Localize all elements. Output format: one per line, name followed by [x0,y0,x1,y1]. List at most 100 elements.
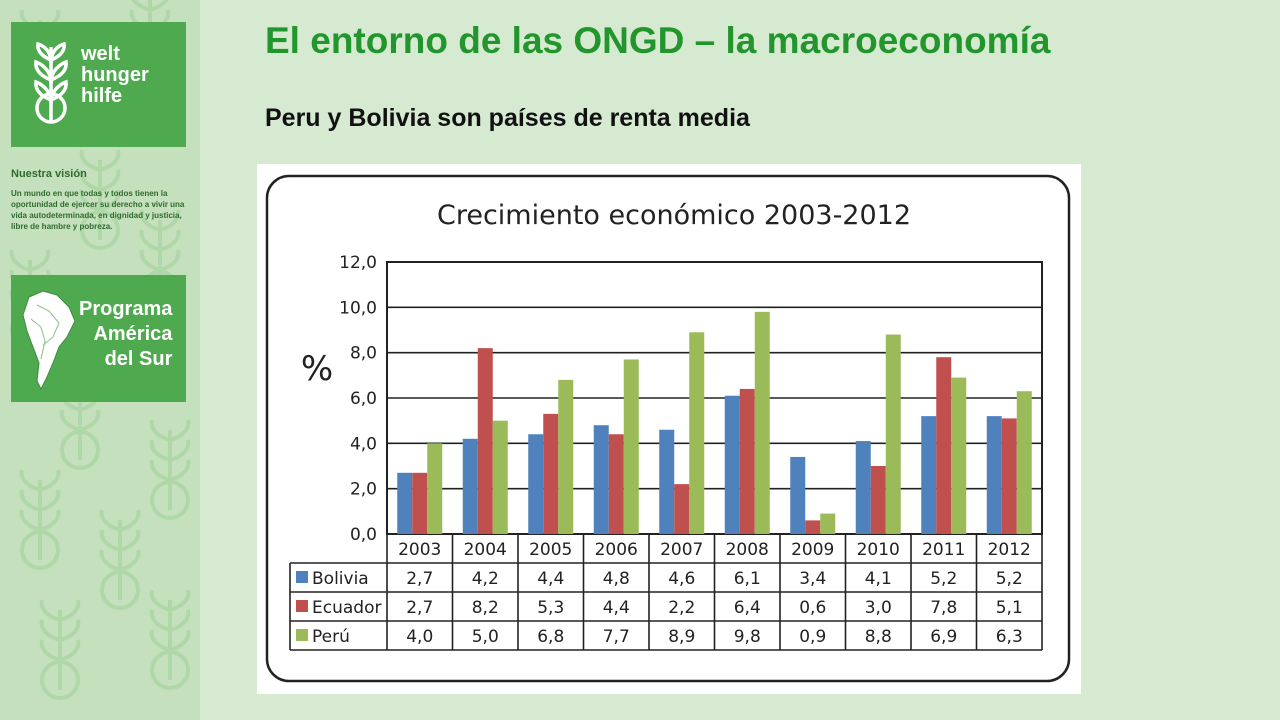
page-subtitle: Peru y Bolivia son países de renta media [265,104,750,132]
y-tick-label-2: 4,0 [350,434,377,454]
chart-panel: Crecimiento económico 2003-2012 % 0,0 2,0… [257,164,1081,694]
wheat-motif-10 [149,589,191,690]
value-bolivia-2011: 5,2 [930,569,957,589]
wheat-motif-2 [79,149,121,250]
value-ecuador-2003: 2,7 [406,598,433,618]
wheat-motif-8 [99,509,141,610]
value-bolivia-2012: 5,2 [996,569,1023,589]
logo-line-hunger: hunger [81,64,149,86]
value-ecuador-2012: 5,1 [996,598,1023,618]
wheat-motif-6 [149,419,191,520]
value-ecuador-2004: 8,2 [472,598,499,618]
x-category-2008: 2008 [726,540,769,560]
logo-line-del-sur: del Sur [104,348,173,370]
bar-ecuador-2008 [739,388,755,534]
bar-ecuador-2007 [674,484,690,534]
wheat-motif-9 [39,599,81,700]
bar-per-2010 [885,334,901,534]
bar-ecuador-2009 [805,520,821,534]
value-bolivia-2010: 4,1 [865,569,892,589]
value-ecuador-2011: 7,8 [930,598,957,618]
y-tick-label-5: 10,0 [339,298,377,318]
welthungerhilfe-logo: welt hunger hilfe [11,22,186,147]
y-tick-label-0: 0,0 [350,525,377,545]
bar-per-2012 [1016,391,1032,534]
legend-swatch-bolivia [296,571,308,583]
bar-bolivia-2006 [593,425,609,534]
value-ecuador-2006: 4,4 [603,598,630,618]
programa-america-del-sur-logo: Programa América del Sur [11,275,186,402]
x-category-2009: 2009 [791,540,834,560]
bar-ecuador-2011 [936,357,952,534]
value-per-2004: 5,0 [472,627,499,647]
value-bolivia-2006: 4,8 [603,569,630,589]
y-tick-label-1: 2,0 [350,480,377,500]
wheat-pattern-background [9,0,191,700]
bar-bolivia-2007 [659,429,675,534]
vision-text: Un mundo en que todas y todos tienen la … [11,189,185,232]
wheat-globe-icon [34,42,68,124]
bar-per-2009 [820,513,836,534]
x-category-2005: 2005 [529,540,572,560]
bar-per-2008 [754,311,770,534]
logo-line-america: América [93,323,173,345]
value-per-2005: 6,8 [537,627,564,647]
y-axis-label: % [301,349,333,389]
bar-ecuador-2012 [1001,418,1017,534]
x-category-2012: 2012 [988,540,1031,560]
y-axis-ticks: 0,0 2,0 4,0 6,0 8,0 10,0 12,0 [339,253,377,545]
value-bolivia-2004: 4,2 [472,569,499,589]
bar-per-2007 [689,332,705,534]
x-category-2011: 2011 [922,540,965,560]
value-per-2007: 8,9 [668,627,695,647]
bar-bolivia-2003 [397,472,413,534]
vision-block: Nuestra visión Un mundo en que todas y t… [11,168,196,232]
bar-bolivia-2009 [790,456,806,534]
bar-ecuador-2003 [412,472,428,534]
bar-bolivia-2005 [528,434,544,534]
chart-title: Crecimiento económico 2003-2012 [437,200,911,231]
welthungerhilfe-wordmark: welt hunger hilfe [81,44,149,107]
value-per-2012: 6,3 [996,627,1023,647]
vision-title: Nuestra visión [11,168,87,180]
bar-ecuador-2010 [870,466,886,534]
bar-per-2005 [558,379,574,534]
value-ecuador-2010: 3,0 [865,598,892,618]
value-per-2009: 0,9 [799,627,826,647]
value-bolivia-2007: 4,6 [668,569,695,589]
x-category-2010: 2010 [857,540,900,560]
value-bolivia-2009: 3,4 [799,569,826,589]
legend-label-per: Perú [312,627,350,647]
bar-bolivia-2010 [855,441,871,534]
bar-per-2011 [951,377,967,534]
south-america-map-icon [22,290,76,391]
legend-label-bolivia: Bolivia [312,569,369,589]
sidebar: welt hunger hilfe Nuestra visión Un mund… [0,0,200,720]
y-tick-label-4: 8,0 [350,344,377,364]
value-bolivia-2008: 6,1 [734,569,761,589]
value-per-2003: 4,0 [406,627,433,647]
x-category-2007: 2007 [660,540,703,560]
y-tick-label-3: 6,0 [350,389,377,409]
legend-swatch-per [296,629,308,641]
value-per-2006: 7,7 [603,627,630,647]
x-category-2004: 2004 [464,540,507,560]
wheat-motif-7 [19,469,61,570]
bar-bolivia-2008 [724,395,740,534]
x-category-2003: 2003 [398,540,441,560]
value-ecuador-2008: 6,4 [734,598,761,618]
value-per-2008: 9,8 [734,627,761,647]
bar-ecuador-2005 [543,413,559,534]
bar-per-2004 [492,420,508,534]
x-category-2006: 2006 [595,540,638,560]
y-tick-label-6: 12,0 [339,253,377,273]
logo-line-hilfe: hilfe [81,85,123,107]
data-table: 2003 2004 2005 2006 2007 2008 2009 2010 2011 2012… [289,534,1043,651]
legend-swatch-ecuador [296,600,308,612]
bar-bolivia-2004 [462,438,478,534]
value-per-2010: 8,8 [865,627,892,647]
logo-line-programa: Programa [79,298,173,320]
page-title: El entorno de las ONGD – la macroeconomí… [265,20,1051,61]
value-ecuador-2005: 5,3 [537,598,564,618]
legend-label-ecuador: Ecuador [312,598,381,618]
